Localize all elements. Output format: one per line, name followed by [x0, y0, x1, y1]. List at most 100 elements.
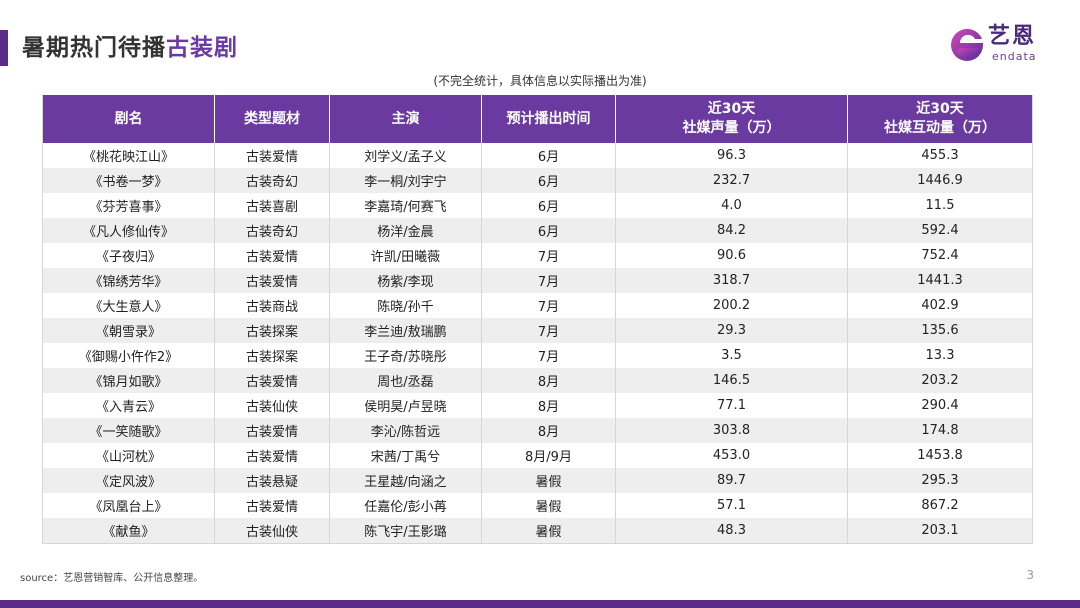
page-title: 暑期热门待播古装剧: [22, 30, 238, 66]
table-cell: 《一笑随歌》: [42, 418, 215, 443]
table-row: 《锦月如歌》 古装爱情 周也/丞磊 8月 146.5 203.2: [42, 368, 1033, 393]
table-cell: 13.3: [847, 343, 1033, 368]
table-note: (不完全统计，具体信息以实际播出为准): [433, 74, 647, 88]
table-cell: 90.6: [615, 243, 848, 268]
column-header-line: 社媒声量（万）: [682, 120, 781, 136]
table-cell: 303.8: [615, 418, 848, 443]
table-cell: 杨紫/李现: [329, 268, 482, 293]
table-row: 《御赐小仵作2》 古装探案 王子奇/苏晓彤 7月 3.5 13.3: [42, 343, 1033, 368]
table-cell: 暑假: [481, 518, 616, 544]
title-highlight: 古装剧: [166, 35, 238, 61]
table-cell: 《定风波》: [42, 468, 215, 493]
table-cell: 《锦绣芳华》: [42, 268, 215, 293]
table-cell: 《子夜归》: [42, 243, 215, 268]
brand-logo: 艺恩 endata: [948, 24, 1058, 66]
table-row: 《山河枕》 古装爱情 宋茜/丁禹兮 8月/9月 453.0 1453.8: [42, 443, 1033, 468]
table-cell: 6月: [481, 168, 616, 193]
table-cell: 402.9: [847, 293, 1033, 318]
endata-logo-icon: [951, 28, 983, 61]
column-header-line: 主演: [391, 110, 420, 127]
column-header-line: 类型题材: [244, 110, 300, 127]
table-cell: 77.1: [615, 393, 848, 418]
table-cell: 89.7: [615, 468, 848, 493]
table-cell: 3.5: [615, 343, 848, 368]
table-row: 《一笑随歌》 古装爱情 李沁/陈哲远 8月 303.8 174.8: [42, 418, 1033, 443]
column-header: 预计播出时间: [481, 95, 616, 143]
table-cell: 暑假: [481, 493, 616, 518]
table-cell: 84.2: [615, 218, 848, 243]
table-cell: 古装爱情: [214, 368, 330, 393]
table-cell: 1453.8: [847, 443, 1033, 468]
table-cell: 古装探案: [214, 318, 330, 343]
table-cell: 6月: [481, 193, 616, 218]
table-cell: 古装爱情: [214, 418, 330, 443]
table-cell: 李沁/陈哲远: [329, 418, 482, 443]
table-cell: 古装悬疑: [214, 468, 330, 493]
source-note: source：艺恩营销智库、公开信息整理。: [20, 573, 204, 584]
table-cell: 6月: [481, 143, 616, 168]
table-cell: 232.7: [615, 168, 848, 193]
table-row: 《献鱼》 古装仙侠 陈飞宇/王影璐 暑假 48.3 203.1: [42, 518, 1033, 544]
column-header: 类型题材: [214, 95, 330, 143]
table-cell: 203.2: [847, 368, 1033, 393]
table-cell: 290.4: [847, 393, 1033, 418]
drama-table: 剧名 类型题材 主演 预计播出时间 近30天 社媒声量（万） 近30天 社媒互动量（万） 《桃…: [42, 95, 1033, 544]
table-cell: 7月: [481, 343, 616, 368]
table-cell: 174.8: [847, 418, 1033, 443]
table-cell: 古装喜剧: [214, 193, 330, 218]
table-cell: 135.6: [847, 318, 1033, 343]
table-cell: 《凡人修仙传》: [42, 218, 215, 243]
table-row: 《入青云》 古装仙侠 侯明昊/卢昱晓 8月 77.1 290.4: [42, 393, 1033, 418]
table-cell: 《献鱼》: [42, 518, 215, 544]
table-header-row: 剧名 类型题材 主演 预计播出时间 近30天 社媒声量（万） 近30天 社媒互动量（万）: [42, 95, 1033, 143]
column-header-line: 近30天: [707, 101, 756, 117]
table-body: 《桃花映江山》 古装爱情 刘学义/孟子义 6月 96.3 455.3 《书卷一梦》 古装奇幻李…: [42, 143, 1033, 544]
table-cell: 7月: [481, 318, 616, 343]
table-cell: 592.4: [847, 218, 1033, 243]
table-cell: 杨洋/金晨: [329, 218, 482, 243]
table-cell: 《山河枕》: [42, 443, 215, 468]
table-row: 《定风波》 古装悬疑 王星越/向涵之 暑假 89.7 295.3: [42, 468, 1033, 493]
table-cell: 7月: [481, 243, 616, 268]
table-cell: 752.4: [847, 243, 1033, 268]
table-cell: 任嘉伦/彭小苒: [329, 493, 482, 518]
table-cell: 刘学义/孟子义: [329, 143, 482, 168]
table-cell: 古装奇幻: [214, 168, 330, 193]
table-cell: 203.1: [847, 518, 1033, 544]
table-cell: 29.3: [615, 318, 848, 343]
table-row: 《凡人修仙传》 古装奇幻 杨洋/金晨 6月 84.2 592.4: [42, 218, 1033, 243]
table-cell: 《大生意人》: [42, 293, 215, 318]
table-row: 《大生意人》 古装商战 陈晓/孙千 7月 200.2 402.9: [42, 293, 1033, 318]
table-cell: 7月: [481, 293, 616, 318]
table-cell: 《凤凰台上》: [42, 493, 215, 518]
table-cell: 7月: [481, 268, 616, 293]
column-header-line: 近30天: [916, 101, 964, 117]
table-cell: 1446.9: [847, 168, 1033, 193]
table-row: 《桃花映江山》 古装爱情 刘学义/孟子义 6月 96.3 455.3: [42, 143, 1033, 168]
title-accent-bar: [0, 30, 8, 66]
table-cell: 古装仙侠: [214, 393, 330, 418]
column-header: 主演: [329, 95, 482, 143]
table-row: 《锦绣芳华》 古装爱情 杨紫/李现 7月 318.7 1441.3: [42, 268, 1033, 293]
column-header: 剧名: [42, 95, 215, 143]
title-prefix: 暑期热门待播: [22, 35, 166, 61]
table-cell: 57.1: [615, 493, 848, 518]
column-header: 近30天 社媒互动量（万）: [847, 95, 1033, 143]
table-cell: 陈晓/孙千: [329, 293, 482, 318]
logo-text-en: endata: [992, 50, 1037, 63]
table-cell: 8月: [481, 393, 616, 418]
table-cell: 200.2: [615, 293, 848, 318]
table-cell: 古装爱情: [214, 268, 330, 293]
table-cell: 李一桐/刘宇宁: [329, 168, 482, 193]
table-cell: 455.3: [847, 143, 1033, 168]
table-cell: 8月: [481, 418, 616, 443]
table-cell: 96.3: [615, 143, 848, 168]
table-cell: 宋茜/丁禹兮: [329, 443, 482, 468]
column-header: 近30天社媒声量（万）: [615, 95, 848, 143]
table-cell: 《芬芳喜事》: [42, 193, 215, 218]
table-row: 《书卷一梦》 古装奇幻 李一桐/刘宇宁 6月 232.7 1446.9: [42, 168, 1033, 193]
table-cell: 古装爱情: [214, 493, 330, 518]
table-cell: 王星越/向涵之: [329, 468, 482, 493]
table-cell: 古装爱情: [214, 243, 330, 268]
page-number: 3: [1026, 568, 1034, 582]
